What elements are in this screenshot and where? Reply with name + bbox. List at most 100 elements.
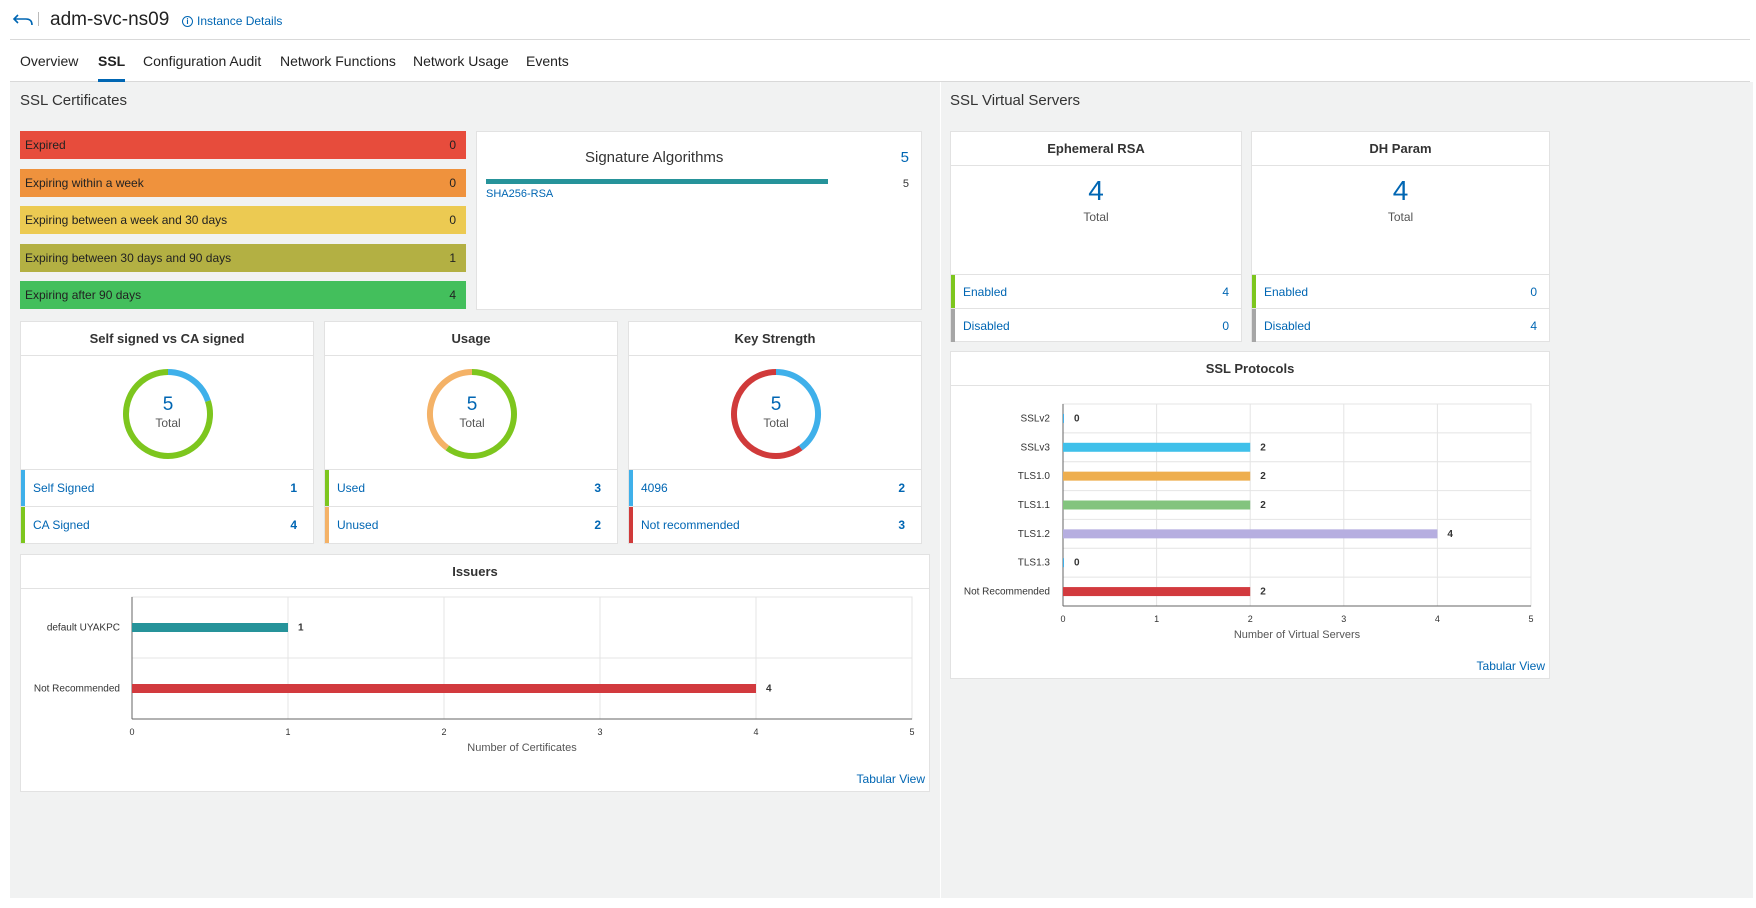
- expiry-bar[interactable]: Expiring after 90 days 4: [20, 281, 466, 309]
- bar[interactable]: [1063, 413, 1064, 423]
- ephemeral-rsa-disabled-label: Disabled: [963, 319, 1010, 333]
- x-tick-label: 2: [1248, 614, 1253, 624]
- dh-param-enabled-row[interactable]: Enabled 0: [1252, 274, 1549, 308]
- key-strength-title: Key Strength: [629, 322, 921, 356]
- data-label: 2: [1260, 442, 1266, 453]
- data-label: 0: [1074, 558, 1080, 569]
- tab-overview[interactable]: Overview: [20, 53, 79, 69]
- issuers-title: Issuers: [21, 555, 929, 589]
- dh-param-disabled-row[interactable]: Disabled 4: [1252, 308, 1549, 342]
- ephemeral-rsa-disabled-row[interactable]: Disabled 0: [951, 308, 1241, 342]
- signature-algorithms-card: Signature Algorithms 5 5 SHA256-RSA: [476, 131, 922, 310]
- x-tick-label: 4: [1435, 614, 1440, 624]
- dh-param-disabled-value: 4: [1530, 319, 1537, 333]
- dh-param-enabled-stripe: [1252, 275, 1256, 308]
- key-4096-label: 4096: [641, 481, 668, 495]
- used-row[interactable]: Used 3: [325, 469, 617, 506]
- expiry-label: Expiring after 90 days: [25, 288, 142, 302]
- tab-network-usage[interactable]: Network Usage: [413, 53, 509, 69]
- ephemeral-rsa-enabled-row[interactable]: Enabled 4: [951, 274, 1241, 308]
- x-tick-label: 2: [441, 727, 446, 737]
- key-4096-value: 2: [898, 481, 905, 495]
- ephemeral-rsa-disabled-value: 0: [1222, 319, 1229, 333]
- self-vs-ca-total: 5 Total: [118, 394, 218, 430]
- usage-total-label: Total: [459, 416, 485, 430]
- self-vs-ca-total-label: Total: [155, 416, 181, 430]
- dh-param-card: DH Param 4 Total Enabled 0 Disabled 4: [1251, 131, 1550, 342]
- expiry-bar[interactable]: Expiring between 30 days and 90 days 1: [20, 243, 466, 272]
- unused-row[interactable]: Unused 2: [325, 506, 617, 543]
- ephemeral-rsa-title: Ephemeral RSA: [951, 132, 1241, 166]
- key-4096-row[interactable]: 4096 2: [629, 469, 921, 506]
- bar[interactable]: [1063, 471, 1251, 481]
- dh-param-total-value: 4: [1392, 175, 1409, 206]
- key-not-recommended-row[interactable]: Not recommended 3: [629, 506, 921, 543]
- bar[interactable]: [132, 684, 756, 693]
- issuers-chart: 0 1 2 3 4 5 default UYAKPC 1 Not Recommended 4 Num…: [34, 596, 915, 754]
- bar[interactable]: [132, 623, 288, 632]
- key-4096-stripe: [629, 470, 633, 506]
- expiry-bar[interactable]: Expiring within a week 0: [20, 168, 466, 197]
- expiry-bar[interactable]: Expired 0: [20, 131, 466, 159]
- protocols-tabular-view-link[interactable]: Tabular View: [1476, 659, 1545, 673]
- donut-segment-0[interactable]: [775, 369, 821, 451]
- donut-segment-0[interactable]: [167, 369, 211, 403]
- expiry-value: 0: [449, 138, 456, 152]
- usage-donut: [427, 369, 517, 459]
- usage-card: Usage 5 Total Used 3 Unused 2: [324, 321, 618, 544]
- self-signed-row[interactable]: Self Signed 1: [21, 469, 313, 506]
- key-strength-total-label: Total: [763, 416, 789, 430]
- signature-algorithms-title: Signature Algorithms: [585, 149, 724, 166]
- x-tick-label: 1: [1154, 614, 1159, 624]
- instance-details-link[interactable]: i Instance Details: [182, 14, 282, 28]
- donut-segment-1[interactable]: [123, 369, 213, 459]
- donut-segment-0[interactable]: [445, 369, 517, 459]
- x-tick-label: 0: [1060, 614, 1065, 624]
- category-label: TLS1.3: [1018, 558, 1051, 569]
- ca-signed-label: CA Signed: [33, 518, 90, 532]
- category-label: TLS1.1: [1018, 500, 1051, 511]
- self-vs-ca-card: Self signed vs CA signed 5 Total Self Si…: [20, 321, 314, 544]
- self-signed-stripe: [21, 470, 25, 506]
- data-label: 2: [1260, 471, 1266, 482]
- dh-param-enabled-value: 0: [1530, 285, 1537, 299]
- x-axis-label: Number of Certificates: [467, 742, 577, 754]
- sha256-rsa-bar[interactable]: [486, 179, 828, 184]
- bar[interactable]: [1063, 558, 1064, 568]
- ca-signed-row[interactable]: CA Signed 4: [21, 506, 313, 543]
- page-title: adm-svc-ns09: [50, 9, 170, 30]
- expiry-label: Expiring between a week and 30 days: [25, 213, 228, 227]
- donut-segment-1[interactable]: [731, 369, 803, 459]
- category-label: TLS1.0: [1018, 471, 1051, 482]
- ephemeral-rsa-enabled-stripe: [951, 275, 955, 308]
- sha256-rsa-label[interactable]: SHA256-RSA: [486, 188, 554, 200]
- dh-param-disabled-stripe: [1252, 309, 1256, 342]
- back-arrow-icon[interactable]: [12, 7, 36, 31]
- self-vs-ca-total-value: 5: [162, 394, 174, 415]
- self-signed-label: Self Signed: [33, 481, 95, 495]
- issuers-tabular-view-link[interactable]: Tabular View: [856, 772, 925, 786]
- category-label: default UYAKPC: [47, 623, 120, 634]
- ephemeral-rsa-disabled-stripe: [951, 309, 955, 342]
- bar[interactable]: [1063, 442, 1251, 452]
- expiry-value: 0: [449, 175, 456, 190]
- data-label: 4: [766, 684, 772, 695]
- x-tick-label: 5: [1528, 614, 1533, 624]
- unused-label: Unused: [337, 518, 379, 532]
- data-label: 2: [1260, 587, 1266, 598]
- ephemeral-rsa-card: Ephemeral RSA 4 Total Enabled 4 Disabled…: [950, 131, 1242, 342]
- bar[interactable]: [1063, 587, 1251, 597]
- ssl-protocols-card: SSL Protocols 0 1 2 3 4 5 SSLv2 0 SSLv3 2 TLS1.0 2 T…: [950, 351, 1550, 679]
- tab-network-functions[interactable]: Network Functions: [280, 53, 396, 69]
- tab-events[interactable]: Events: [526, 53, 569, 69]
- x-tick-label: 0: [129, 727, 134, 737]
- donut-segment-1[interactable]: [427, 369, 473, 451]
- bar[interactable]: [1063, 529, 1438, 539]
- bar[interactable]: [1063, 500, 1251, 510]
- self-vs-ca-title: Self signed vs CA signed: [21, 322, 313, 356]
- tab-ssl[interactable]: SSL: [98, 53, 126, 82]
- key-strength-total: 5 Total: [726, 394, 826, 430]
- tab-configuration-audit[interactable]: Configuration Audit: [143, 53, 262, 69]
- header-divider: [38, 12, 39, 26]
- expiry-bar[interactable]: Expiring between a week and 30 days 0: [20, 206, 466, 234]
